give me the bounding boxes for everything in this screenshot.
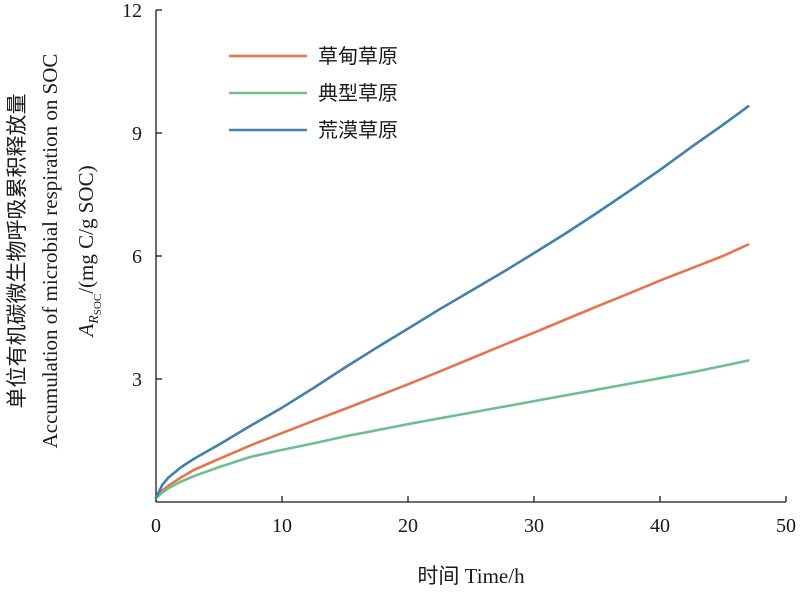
y-symbol-sub2: SOC (92, 294, 104, 315)
x-tick-label: 20 (398, 515, 418, 537)
y-axis-title-symbol: ARSOC/(mg C/g SOC) (74, 165, 104, 338)
series (154, 105, 750, 500)
x-tick-label: 50 (776, 515, 796, 537)
series-line-2 (154, 359, 750, 500)
axes (155, 10, 786, 503)
series-line-1 (154, 243, 750, 500)
x-axis-title: 时间 Time/h (417, 564, 525, 588)
y-tick-label: 9 (132, 123, 142, 145)
y-symbol-sub1: R (87, 315, 102, 325)
x-tick-label: 10 (272, 515, 292, 537)
legend-label: 草甸草原 (318, 45, 398, 68)
series-line-3 (154, 105, 750, 500)
y-symbol-base: A (74, 324, 98, 339)
x-tick-label: 30 (524, 515, 544, 537)
ticks: 0 10 20 30 40 50 3 6 9 12 (122, 0, 796, 537)
y-axis-title-en: Accumulation of microbial respiration on… (38, 54, 62, 449)
y-tick-label: 6 (132, 246, 142, 268)
y-tick-label: 3 (132, 369, 142, 391)
x-tick-label: 40 (650, 515, 670, 537)
y-axis-title: 单位有机碳微生物呼吸累积释放量 Accumulation of microbia… (5, 54, 104, 449)
x-tick-label: 0 (151, 515, 161, 537)
y-axis-title-cn: 单位有机碳微生物呼吸累积释放量 (5, 94, 29, 409)
y-tick-label: 12 (122, 0, 142, 22)
legend-label: 荒漠草原 (318, 119, 398, 142)
legend-label: 典型草原 (318, 82, 398, 105)
y-symbol-unit: /(mg C/g SOC) (74, 165, 98, 293)
